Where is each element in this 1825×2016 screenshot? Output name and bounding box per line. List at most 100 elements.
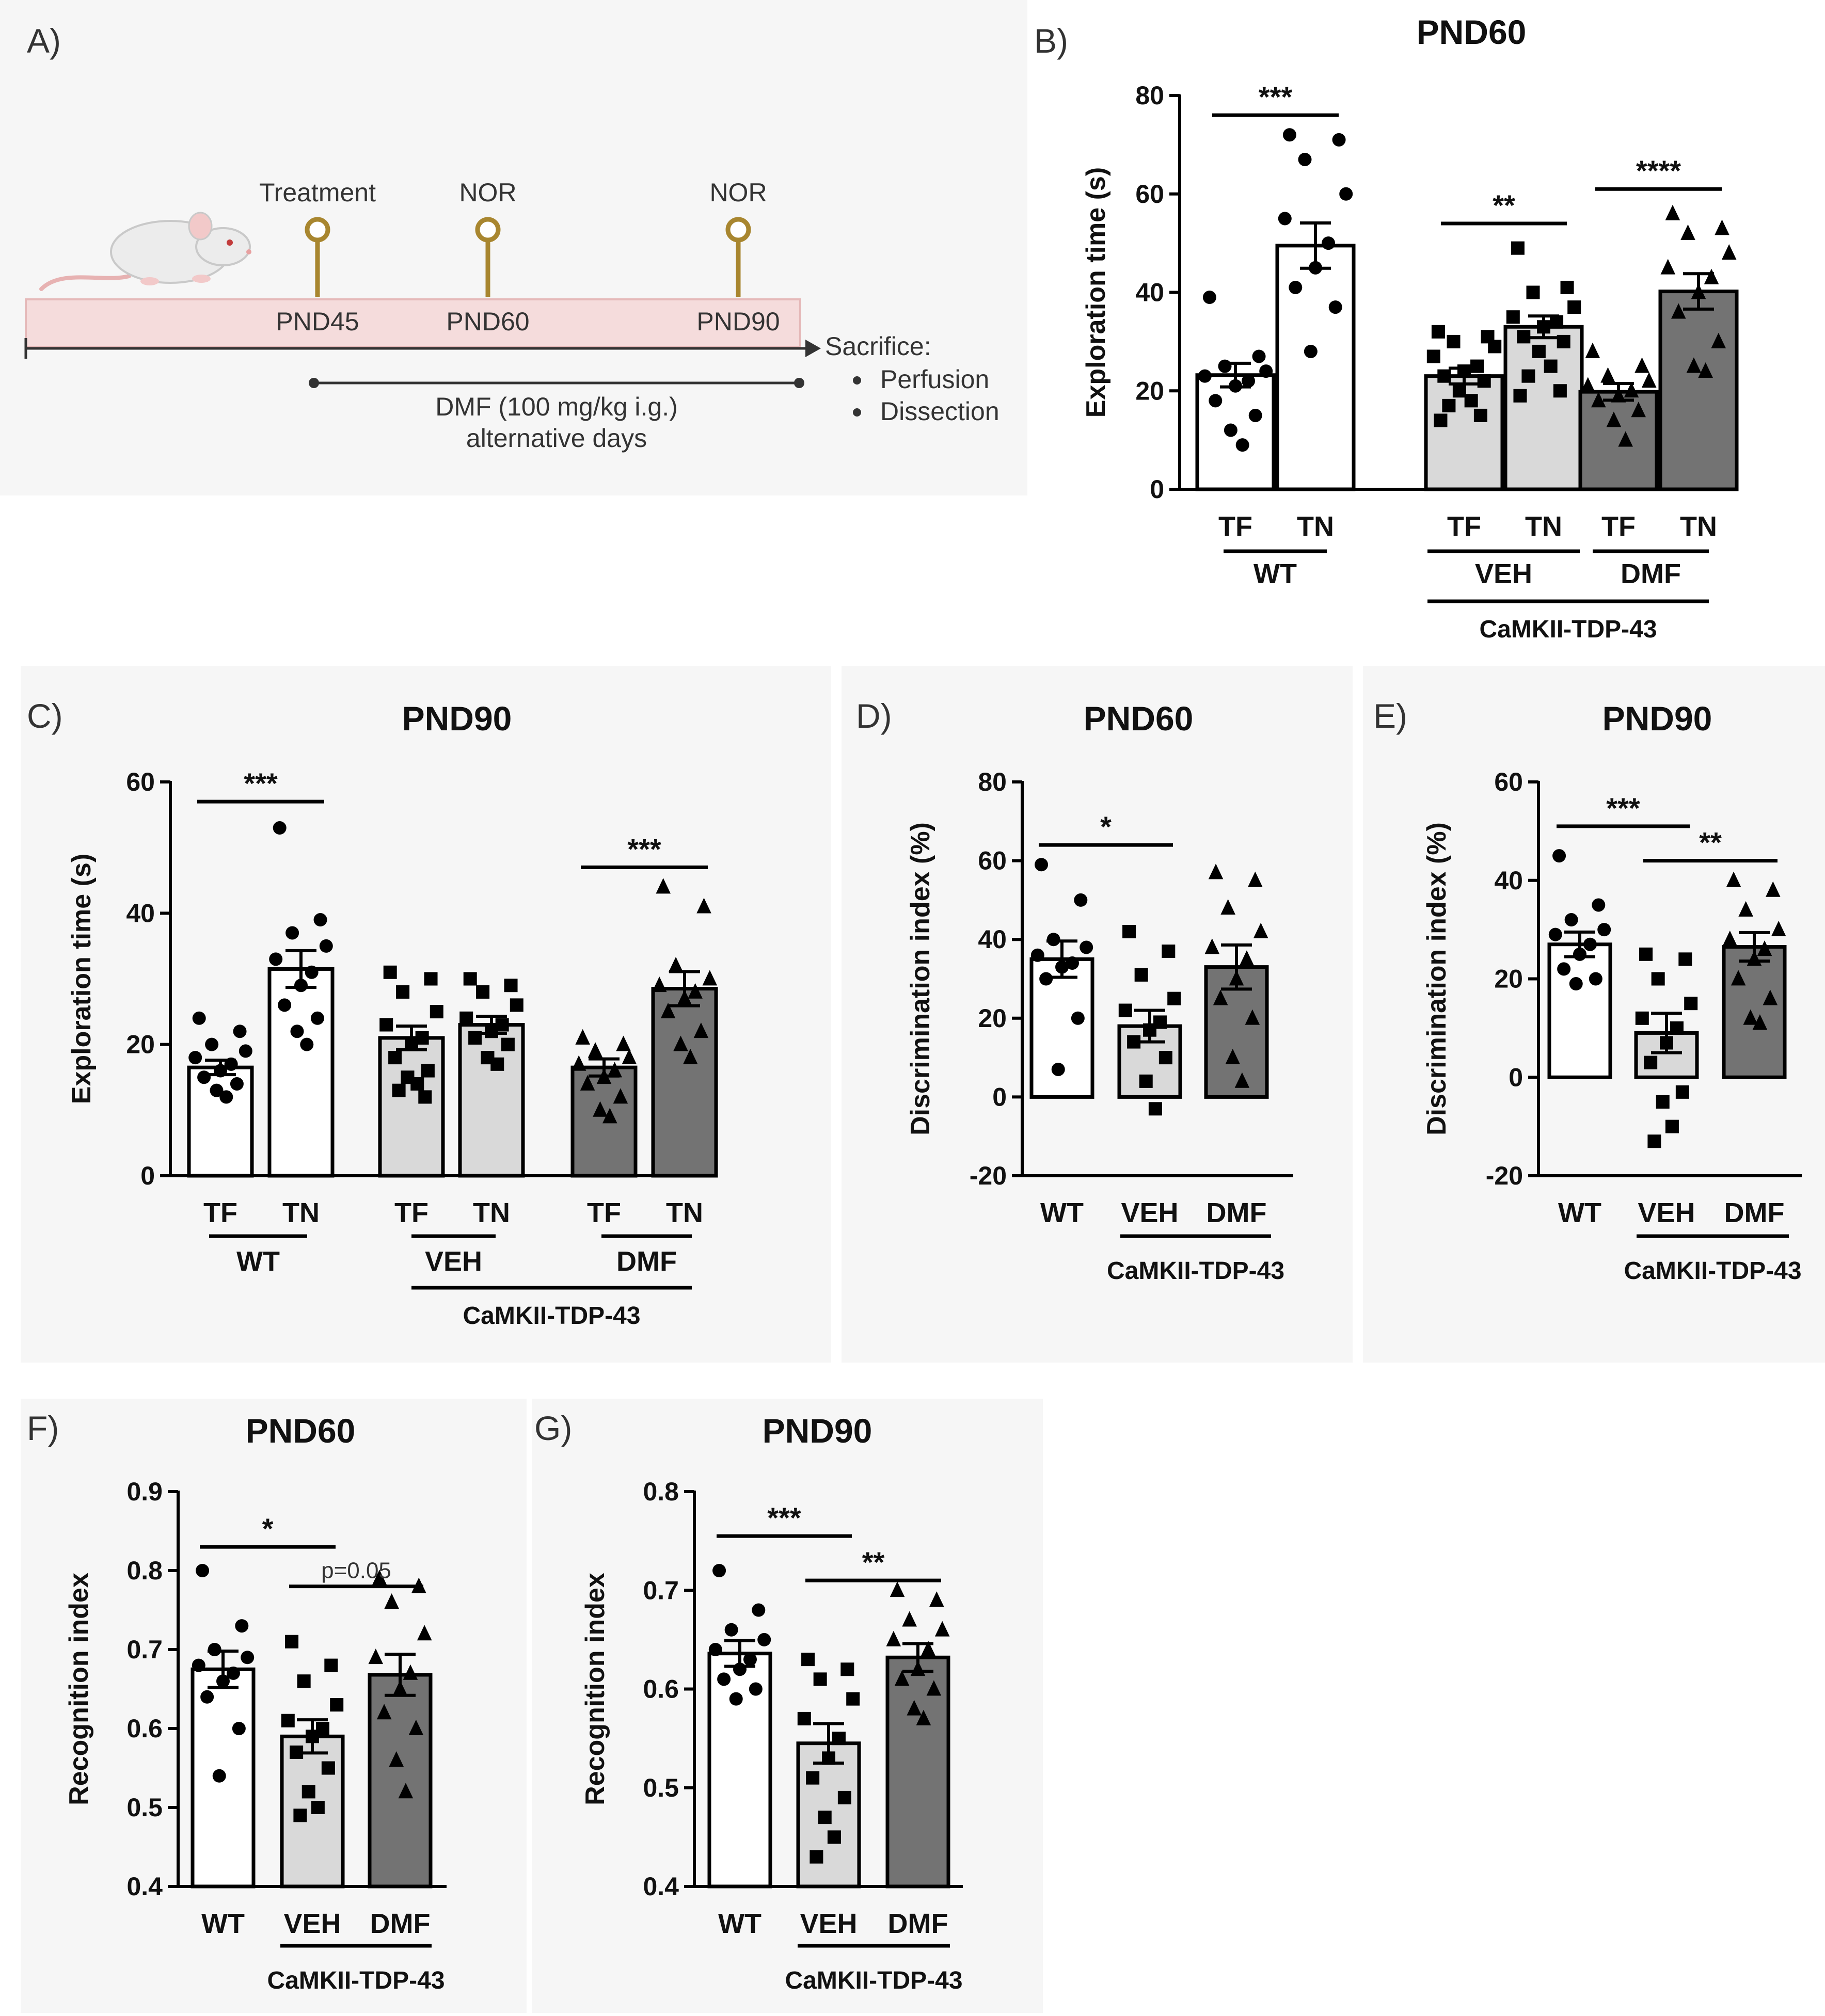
sacrifice-item-dissection: Dissection xyxy=(880,397,999,426)
bar xyxy=(1658,290,1739,491)
data-point-triangle xyxy=(1704,268,1719,284)
group-label: DMF xyxy=(616,1246,677,1277)
y-tick-label: 0.7 xyxy=(643,1576,679,1605)
data-point-triangle xyxy=(417,1625,432,1641)
data-point-triangle xyxy=(1234,1072,1250,1088)
y-axis-label: Discrimination index (%) xyxy=(906,822,935,1135)
data-point-square xyxy=(1139,1074,1153,1088)
data-point-triangle xyxy=(1208,863,1224,879)
data-point-square xyxy=(822,1751,835,1765)
y-tick-label: 40 xyxy=(978,925,1007,954)
data-point-triangle xyxy=(934,1621,950,1637)
significance-label: ** xyxy=(1493,189,1515,221)
data-point-square xyxy=(293,1809,307,1822)
data-point-square xyxy=(1437,369,1451,383)
bar-veh-veh xyxy=(796,1653,861,1889)
data-point-circle xyxy=(305,965,319,979)
bar-wt-wt xyxy=(1547,849,1612,1079)
group-label: WT xyxy=(1253,558,1297,589)
data-point-triangle xyxy=(702,970,718,986)
y-tick-label: 0.4 xyxy=(126,1872,163,1901)
data-point-square xyxy=(1532,344,1546,358)
data-point-triangle xyxy=(907,1700,922,1716)
data-point-square xyxy=(1127,1035,1141,1049)
data-point-triangle xyxy=(1631,402,1646,418)
y-tick-label: 0.8 xyxy=(643,1477,679,1506)
data-point-square xyxy=(1647,1134,1661,1148)
data-point-square xyxy=(1143,1023,1156,1037)
data-point-square xyxy=(281,1714,295,1727)
data-point-triangle xyxy=(693,1022,709,1038)
panel-A-label: A) xyxy=(27,22,61,60)
significance-label: ** xyxy=(1699,826,1722,859)
data-point-triangle xyxy=(1721,244,1737,260)
panel-label: E) xyxy=(1373,697,1407,735)
y-tick-label: 0 xyxy=(1509,1063,1523,1092)
data-point-triangle xyxy=(916,1709,931,1725)
data-point-circle xyxy=(278,998,292,1012)
group-label: WT xyxy=(236,1246,280,1277)
data-point-square xyxy=(1639,947,1653,961)
data-point-triangle xyxy=(926,1680,942,1696)
significance-label: *** xyxy=(244,767,278,799)
data-point-square xyxy=(837,1790,851,1804)
y-tick-label: 60 xyxy=(126,767,155,796)
data-point-triangle xyxy=(660,1002,676,1018)
data-point-square xyxy=(1513,389,1527,403)
data-point-square xyxy=(846,1692,860,1706)
group-label: VEH xyxy=(425,1246,482,1277)
data-point-triangle xyxy=(1624,382,1639,398)
data-point-square xyxy=(1431,325,1445,339)
timeline-band xyxy=(25,298,801,348)
data-point-triangle xyxy=(1220,899,1235,915)
data-point-circle xyxy=(752,1603,766,1617)
data-point-triangle xyxy=(1641,372,1657,388)
data-point-triangle xyxy=(1239,950,1255,966)
bar-dmf-tn xyxy=(651,878,718,1178)
y-tick-label: 0.8 xyxy=(126,1556,163,1585)
milestone-treatment: Treatment PND45 xyxy=(259,178,376,336)
data-point-triangle xyxy=(656,878,671,894)
data-point-square xyxy=(806,1771,820,1785)
data-point-circle xyxy=(733,1662,747,1676)
significance-label: **** xyxy=(1636,154,1681,187)
data-point-circle xyxy=(290,1025,304,1038)
data-point-circle xyxy=(197,1070,211,1084)
data-point-triangle xyxy=(368,1649,384,1665)
y-tick-label: 80 xyxy=(1135,81,1164,110)
data-point-circle xyxy=(1328,300,1342,314)
bar xyxy=(1275,244,1356,491)
data-point-circle xyxy=(708,1643,722,1656)
data-point-square xyxy=(1557,334,1570,348)
data-point-circle xyxy=(1569,977,1583,991)
data-point-triangle xyxy=(588,1042,603,1058)
data-point-triangle xyxy=(389,1751,404,1767)
x-tick-label: VEH xyxy=(283,1908,341,1939)
bar-veh-veh xyxy=(1117,924,1182,1116)
data-point-square xyxy=(330,1698,344,1712)
data-point-circle xyxy=(1252,349,1266,363)
data-point-square xyxy=(1517,330,1531,344)
data-point-square xyxy=(818,1811,832,1825)
chart-title: PND90 xyxy=(1602,699,1712,738)
data-point-circle xyxy=(1224,423,1237,437)
data-point-triangle xyxy=(1715,219,1729,235)
data-point-circle xyxy=(757,1633,771,1646)
sacrifice-title: Sacrifice: xyxy=(825,332,931,361)
data-point-triangle xyxy=(1245,1009,1260,1025)
data-point-square xyxy=(1544,359,1558,373)
data-point-circle xyxy=(1573,947,1586,961)
bullet-icon xyxy=(853,408,861,417)
data-point-square xyxy=(1670,1021,1684,1035)
data-point-circle xyxy=(1304,344,1318,358)
data-point-triangle xyxy=(616,1035,631,1051)
data-point-triangle xyxy=(384,1593,399,1609)
data-point-circle xyxy=(226,1666,240,1680)
timeline-pin-icon xyxy=(475,217,501,243)
milestone-nor-1: NOR PND60 xyxy=(446,178,529,336)
data-point-triangle xyxy=(1213,989,1228,1005)
data-point-square xyxy=(405,1037,418,1051)
data-point-triangle xyxy=(1686,357,1702,373)
data-point-circle xyxy=(1278,212,1292,226)
